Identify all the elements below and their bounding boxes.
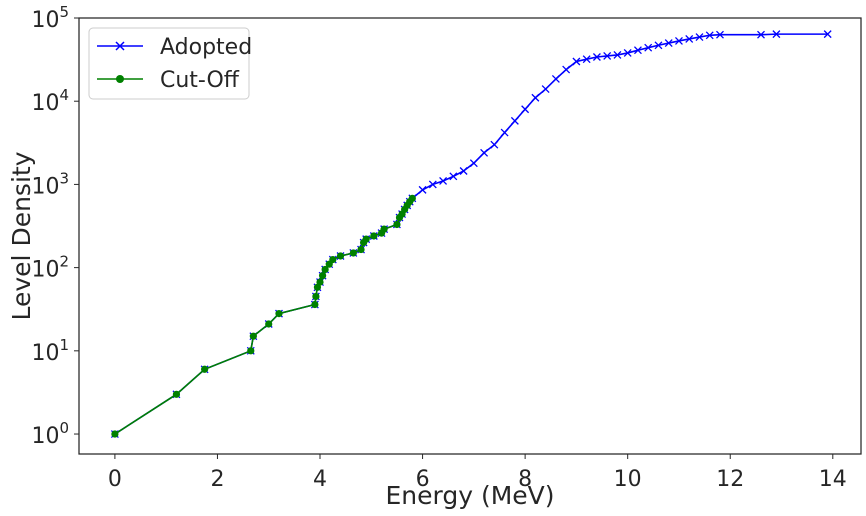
data-point-adopted [510,116,519,125]
data-point-adopted [500,128,509,137]
data-point-cut-off [247,347,255,355]
data-point-cut-off [172,390,181,398]
data-point-cut-off [201,365,209,373]
data-point-adopted [623,49,632,57]
x-axis-label: Energy (MeV) [385,481,554,510]
data-point-adopted [705,31,714,40]
y-tick-label: 104 [31,86,69,116]
data-point-adopted [592,53,601,61]
y-tick-label: 100 [31,419,69,449]
data-point-cut-off [329,255,337,264]
data-point-cut-off [380,225,388,233]
legend-label-adopted: Adopted [160,35,252,60]
data-point-adopted [562,65,571,74]
data-point-adopted [449,172,458,181]
legend-label-cutoff: Cut-Off [160,68,240,93]
data-point-adopted [675,36,683,45]
data-point-adopted [418,185,427,194]
data-point-adopted [439,177,448,185]
data-point-cut-off [318,272,327,280]
data-point-adopted [541,85,550,94]
x-tick-label: 8 [518,467,532,492]
x-tick-label: 6 [416,467,430,492]
data-point-adopted [531,93,540,102]
data-point-cut-off [275,310,283,318]
data-point-adopted [685,34,694,43]
data-point-adopted [490,140,499,149]
data-point-cut-off [408,194,416,202]
data-point-cut-off [321,265,329,274]
data-point-cut-off [265,320,273,328]
data-point-adopted [582,55,591,64]
data-point-cut-off [336,252,345,260]
x-tick-label: 14 [819,467,847,492]
y-axis-ticks: 100 101 102 103 104 105 [31,3,79,449]
data-point-cut-off [357,245,365,254]
data-point-cut-off [349,249,357,257]
data-point-adopted [480,148,489,157]
legend-marker-adopted [115,41,125,51]
y-tick-label: 103 [31,169,69,199]
y-tick-label: 102 [31,253,69,283]
y-axis-label: Level Density [7,151,36,320]
data-point-adopted [654,41,663,50]
legend-marker-cutoff [116,75,124,83]
data-point-cut-off [370,232,378,240]
data-point-adopted [459,167,468,175]
data-point-adopted [521,105,530,114]
data-point-adopted [695,33,704,42]
data-point-adopted [572,57,581,66]
data-point-adopted [757,30,765,39]
data-point-cut-off [312,292,320,301]
data-point-adopted [664,39,673,48]
legend: Adopted Cut-Off [88,27,252,100]
y-tick-label: 105 [31,3,69,33]
data-point-adopted [633,46,642,55]
data-point-adopted [823,30,832,39]
y-tick-label: 101 [31,336,69,366]
x-tick-label: 0 [108,467,122,492]
data-point-adopted [716,30,724,39]
data-point-adopted [644,43,653,52]
data-point-cut-off [111,430,119,438]
data-point-adopted [772,30,781,39]
x-axis-ticks: 0 2 4 6 8 10 12 14 [108,454,847,492]
series-layer [110,30,832,438]
data-point-adopted [469,159,478,168]
data-point-adopted [551,75,560,83]
data-point-cut-off [311,300,319,309]
x-tick-label: 2 [210,467,224,492]
series-cut-off [111,194,416,438]
x-tick-label: 4 [313,467,327,492]
data-point-cut-off [249,332,257,340]
data-point-adopted [603,51,612,60]
data-point-adopted [428,180,437,189]
data-point-cut-off [393,220,401,229]
data-point-cut-off [362,235,370,243]
plot-frame [78,17,862,455]
data-point-cut-off [316,278,324,286]
x-tick-label: 10 [614,467,642,492]
x-tick-label: 12 [716,467,744,492]
data-point-adopted [613,50,622,59]
